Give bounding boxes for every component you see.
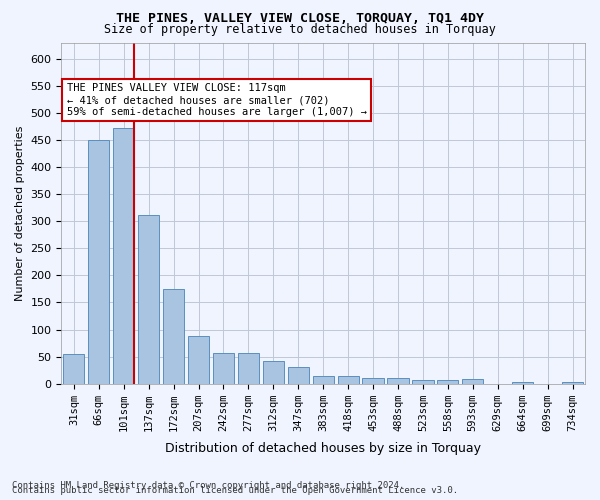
- Bar: [512, 382, 533, 384]
- Bar: [238, 353, 259, 384]
- Bar: [437, 380, 458, 384]
- Text: Contains public sector information licensed under the Open Government Licence v3: Contains public sector information licen…: [12, 486, 458, 495]
- Bar: [213, 353, 234, 384]
- Bar: [88, 140, 109, 384]
- Text: THE PINES VALLEY VIEW CLOSE: 117sqm
← 41% of detached houses are smaller (702)
5: THE PINES VALLEY VIEW CLOSE: 117sqm ← 41…: [67, 84, 367, 116]
- Bar: [287, 368, 309, 384]
- Text: Contains HM Land Registry data © Crown copyright and database right 2024.: Contains HM Land Registry data © Crown c…: [12, 481, 404, 490]
- Bar: [188, 336, 209, 384]
- Bar: [313, 376, 334, 384]
- Bar: [412, 380, 434, 384]
- Bar: [163, 289, 184, 384]
- Bar: [362, 378, 383, 384]
- Bar: [138, 214, 159, 384]
- X-axis label: Distribution of detached houses by size in Torquay: Distribution of detached houses by size …: [165, 442, 481, 455]
- Text: THE PINES, VALLEY VIEW CLOSE, TORQUAY, TQ1 4DY: THE PINES, VALLEY VIEW CLOSE, TORQUAY, T…: [116, 12, 484, 26]
- Bar: [263, 362, 284, 384]
- Y-axis label: Number of detached properties: Number of detached properties: [15, 126, 25, 301]
- Bar: [338, 376, 359, 384]
- Bar: [113, 128, 134, 384]
- Bar: [388, 378, 409, 384]
- Bar: [562, 382, 583, 384]
- Bar: [63, 354, 85, 384]
- Bar: [462, 380, 484, 384]
- Text: Size of property relative to detached houses in Torquay: Size of property relative to detached ho…: [104, 22, 496, 36]
